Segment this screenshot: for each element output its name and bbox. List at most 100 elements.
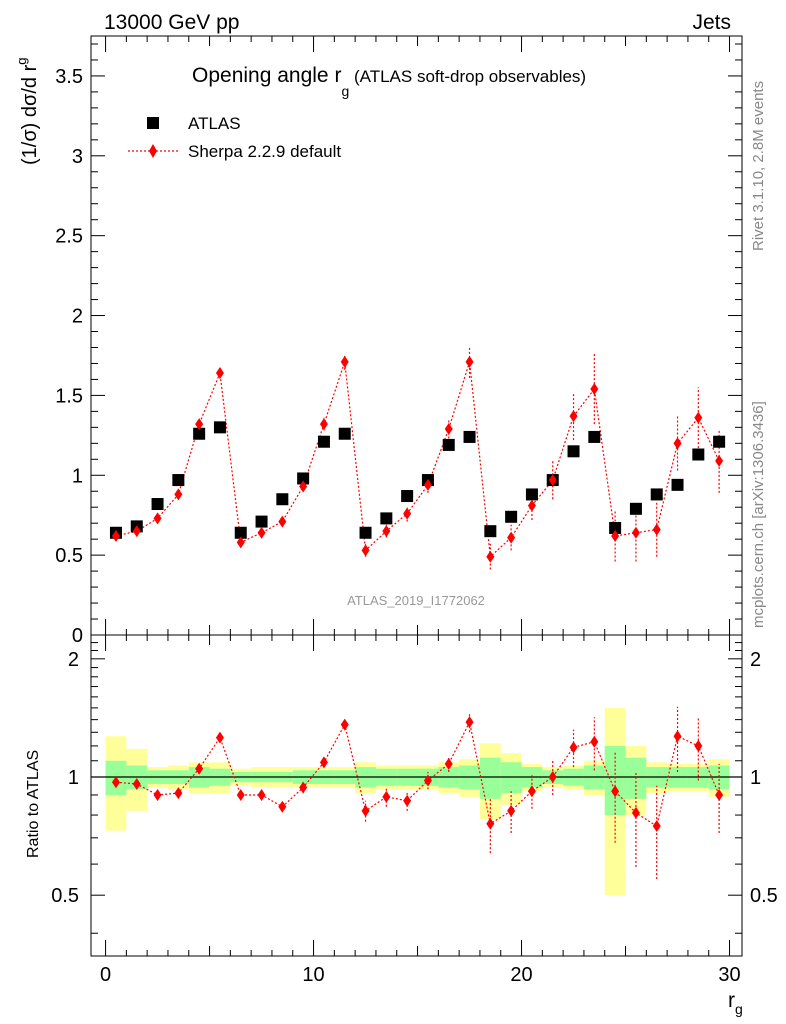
- mc-point: [652, 523, 661, 536]
- rivet-info: Rivet 3.1.10, 2.8M events: [750, 81, 767, 251]
- mc-point: [132, 525, 141, 538]
- ratio-point: [215, 731, 224, 744]
- mc-point: [215, 367, 224, 380]
- data-point: [609, 521, 622, 534]
- ratio-point: [132, 777, 141, 790]
- x-axis-label-sub: g: [735, 1001, 743, 1017]
- data-point: [567, 445, 580, 458]
- mc-point: [507, 531, 516, 544]
- ratio-point: [486, 817, 495, 830]
- mc-point: [569, 410, 578, 423]
- mc-point: [174, 488, 183, 501]
- data-point: [484, 525, 497, 538]
- main-y-tick-label: 3.5: [55, 66, 83, 88]
- x-tick-label: 10: [302, 964, 324, 986]
- mc-point: [423, 478, 432, 491]
- mc-point: [527, 499, 536, 512]
- mcplots-info: mcplots.cern.ch [arXiv:1306.3436]: [750, 401, 767, 628]
- mc-point: [403, 507, 412, 520]
- data-point: [317, 435, 330, 448]
- ratio-y-tick-label: 2: [68, 649, 79, 671]
- uncertainty-band-inner: [479, 757, 501, 799]
- ratio-point: [195, 762, 204, 775]
- mc-point: [361, 544, 370, 557]
- data-point: [276, 493, 289, 506]
- main-y-axis-label-text: (1/σ) dσ/d r: [19, 64, 41, 165]
- x-axis-label: rg: [728, 989, 743, 1017]
- data-point: [172, 474, 185, 487]
- ratio-point: [257, 788, 266, 801]
- data-point: [525, 488, 538, 501]
- mc-point: [153, 512, 162, 525]
- data-point: [629, 502, 642, 515]
- mc-point: [465, 355, 474, 368]
- plot-title-suffix: (ATLAS soft-drop observables): [349, 67, 586, 86]
- main-panel: 00.511.522.533.5 Opening angle rg (ATLAS…: [14, 35, 743, 647]
- x-axis-label-text: r: [728, 989, 735, 1012]
- ratio-point: [403, 794, 412, 807]
- data-point: [463, 430, 476, 443]
- plot-title-main: Opening angle r: [192, 64, 341, 87]
- ratio-y-tick-label-right: 2: [750, 649, 761, 671]
- ratio-point: [340, 718, 349, 731]
- ratio-point: [465, 716, 474, 729]
- ratio-point: [444, 757, 453, 770]
- legend: ATLAS Sherpa 2.2.9 default: [128, 114, 341, 161]
- mc-point: [111, 529, 120, 542]
- ratio-point: [236, 788, 245, 801]
- ratio-point: [111, 776, 120, 789]
- main-y-tick-label: 2: [72, 306, 83, 328]
- ratio-point: [382, 790, 391, 803]
- ratio-panel: 0.5 0.51 12 20 10 20 30 Ratio to ATLAS rg: [25, 634, 778, 1017]
- plot-title-sub: g: [341, 83, 349, 99]
- mc-point: [694, 411, 703, 424]
- ratio-point: [715, 788, 724, 801]
- ratio-point: [299, 781, 308, 794]
- main-y-tick-label: 0.5: [55, 545, 83, 567]
- data-point: [255, 515, 268, 528]
- main-y-tick-label: 0: [72, 625, 83, 647]
- ratio-point: [694, 739, 703, 752]
- ratio-point: [673, 730, 682, 743]
- data-point: [359, 526, 372, 539]
- ratio-point: [631, 806, 640, 819]
- uncertainty-band-inner: [500, 762, 522, 794]
- data-point: [650, 488, 663, 501]
- x-tick-label: 30: [718, 964, 740, 986]
- ratio-y-tick-label-right: 1: [750, 767, 761, 789]
- mc-point: [611, 529, 620, 542]
- legend-mc-label: Sherpa 2.2.9 default: [188, 142, 341, 161]
- mc-point: [278, 515, 287, 528]
- mc-point: [715, 454, 724, 467]
- x-tick-label: 0: [100, 964, 111, 986]
- data-point: [505, 510, 518, 523]
- data-point: [193, 427, 206, 440]
- mc-point: [195, 418, 204, 431]
- energy-label: 13000 GeV pp: [104, 11, 239, 34]
- mc-point: [444, 422, 453, 435]
- ratio-point: [590, 735, 599, 748]
- mc-point: [590, 383, 599, 396]
- main-y-tick-label: 3: [72, 146, 83, 168]
- ratio-point: [361, 804, 370, 817]
- analysis-watermark: ATLAS_2019_I1772062: [347, 593, 485, 608]
- mc-point: [340, 355, 349, 368]
- ratio-y-tick-label: 0.5: [51, 885, 79, 907]
- x-tick-label: 20: [510, 964, 532, 986]
- ratio-y-tick-label-right: 0.5: [750, 885, 778, 907]
- legend-data-label: ATLAS: [188, 114, 241, 133]
- ratio-point: [652, 820, 661, 833]
- main-y-tick-label: 2.5: [55, 226, 83, 248]
- uncertainty-band-inner: [604, 745, 626, 816]
- main-y-tick-label: 1: [72, 465, 83, 487]
- process-label: Jets: [692, 11, 731, 34]
- main-y-axis-label: (1/σ) dσ/d rg: [14, 58, 41, 166]
- ratio-point: [319, 756, 328, 769]
- ratio-point: [278, 800, 287, 813]
- data-point: [442, 438, 455, 451]
- mc-point: [631, 526, 640, 539]
- ratio-point: [423, 774, 432, 787]
- data-point: [151, 498, 164, 511]
- ratio-point: [548, 771, 557, 784]
